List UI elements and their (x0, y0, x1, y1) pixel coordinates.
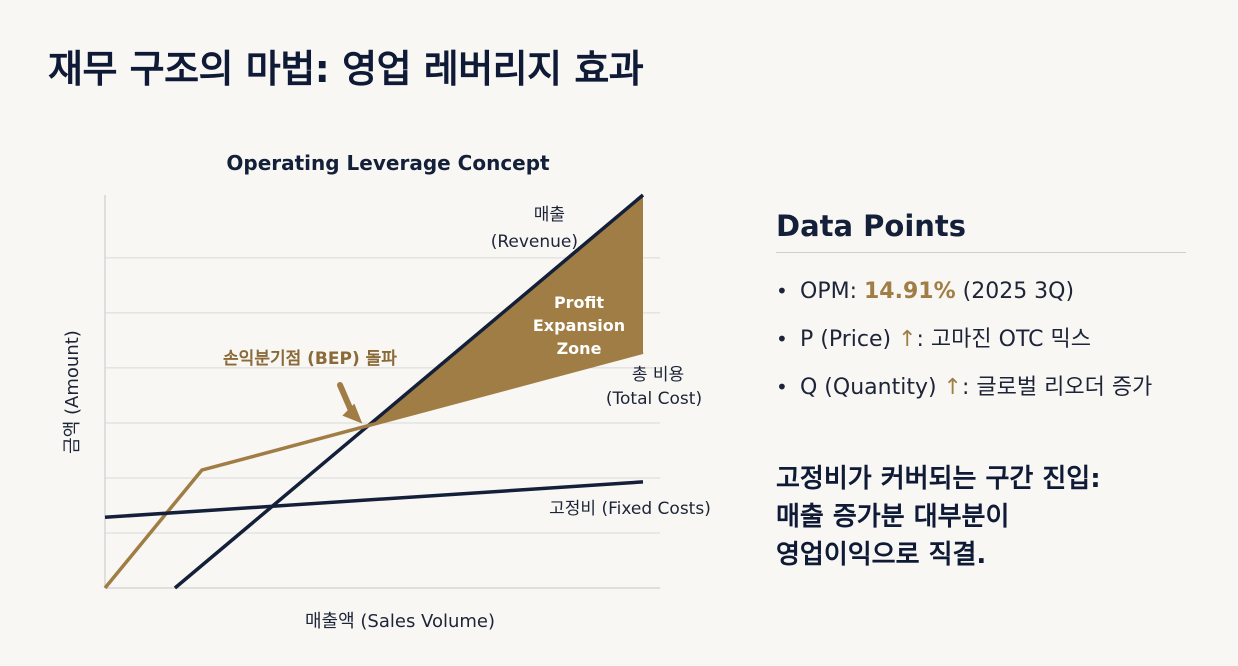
profit-zone-label: Expansion (533, 316, 625, 335)
profit-zone-label: Profit (554, 293, 604, 312)
total-cost-line (103, 350, 644, 590)
total-cost-label-en: (Total Cost) (606, 389, 702, 409)
y-axis-label: 금액 (Amount) (62, 330, 83, 454)
summary-line-2: 매출 증가분 대부분이 (776, 502, 1010, 532)
data-point-price: • P (Price) ↑: 고마진 OTC 믹스 (776, 315, 1196, 363)
page-title: 재무 구조의 마법: 영업 레버리지 효과 (48, 47, 644, 91)
summary-text: 고정비가 커버되는 구간 진입: 매출 증가분 대부분이 영업이익으로 직결. (776, 460, 1196, 574)
data-points-list: • OPM: 14.91% (2025 3Q) • P (Price) ↑: 고마진… (776, 267, 1196, 411)
chart-svg: Operating Leverage Concept Profit Expansio… (62, 151, 711, 632)
arrow-up-icon: ↑ (943, 375, 962, 400)
bullet-icon: • (776, 327, 788, 351)
total-cost-label: 총 비용 (632, 365, 684, 385)
opm-value: 14.91% (863, 279, 956, 304)
chart-title: Operating Leverage Concept (226, 151, 550, 175)
opm-label: OPM: (800, 279, 864, 304)
opm-period: (2025 3Q) (955, 279, 1075, 304)
fixed-costs-label: 고정비 (Fixed Costs) (549, 499, 711, 519)
revenue-line (173, 193, 645, 590)
operating-leverage-chart: Operating Leverage Concept Profit Expansio… (62, 151, 711, 632)
data-point-quantity: • Q (Quantity) ↑: 글로벌 리오더 증가 (776, 363, 1196, 411)
data-points-panel: Data Points • OPM: 14.91% (2025 3Q) • P (P… (776, 200, 1196, 411)
summary-line-1: 고정비가 커버되는 구간 진입: (776, 464, 1101, 494)
bep-label: 손익분기점 (BEP) 돌파 (223, 349, 397, 369)
arrow-up-icon: ↑ (898, 327, 917, 352)
bullet-icon: • (776, 375, 788, 399)
revenue-label-en: (Revenue) (491, 232, 578, 252)
data-point-opm: • OPM: 14.91% (2025 3Q) (776, 267, 1196, 315)
quantity-note: : 글로벌 리오더 증가 (961, 375, 1153, 400)
price-note: : 고마진 OTC 믹스 (916, 327, 1091, 352)
revenue-label: 매출 (534, 205, 565, 225)
bullet-icon: • (776, 279, 788, 303)
data-points-heading: Data Points (776, 209, 967, 243)
fixed-costs-line (104, 480, 644, 520)
divider (776, 252, 1186, 253)
summary-line-3: 영업이익으로 직결. (776, 540, 987, 570)
x-axis-label: 매출액 (Sales Volume) (305, 611, 495, 632)
quantity-label: Q (Quantity) (800, 375, 944, 400)
price-label: P (Price) (800, 327, 899, 352)
profit-zone-label: Zone (557, 339, 602, 358)
bep-arrow-head (342, 403, 363, 424)
